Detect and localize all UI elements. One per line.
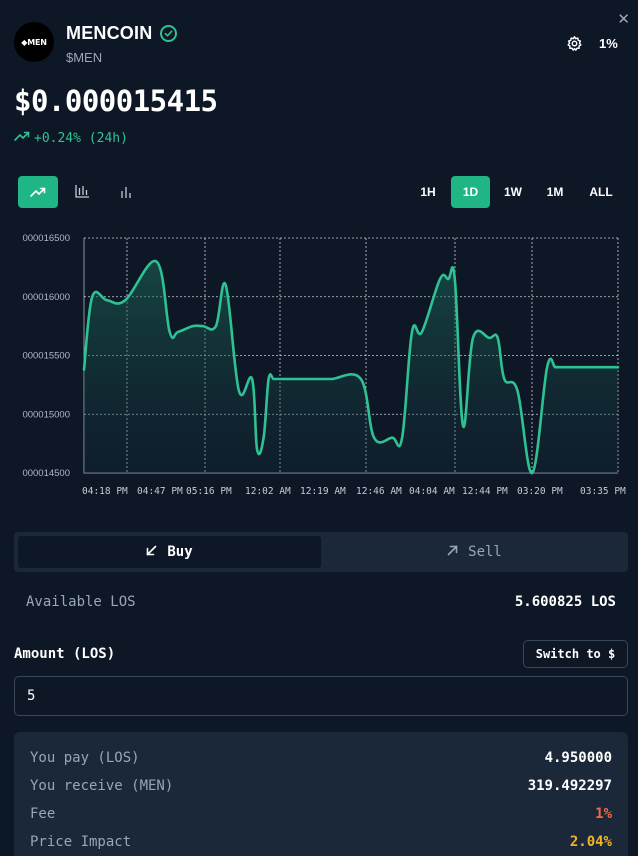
y-tick-label: 000016500 — [22, 233, 70, 244]
timeframe-all[interactable]: ALL — [589, 185, 613, 199]
x-tick-label: 04:04 AM — [409, 486, 455, 497]
coin-logo: ◆MEN — [14, 22, 54, 62]
you-receive-label: You receive (MEN) — [30, 778, 174, 794]
fee-row: Fee 1% — [30, 806, 612, 822]
bar-chart-icon — [120, 183, 132, 202]
x-tick-label: 03:20 PM — [517, 486, 563, 497]
y-tick-label: 000015000 — [22, 409, 70, 420]
arrow-down-left-icon — [146, 544, 157, 560]
x-tick-label: 04:47 PM — [137, 486, 183, 497]
you-pay-value: 4.950000 — [544, 750, 612, 766]
you-receive-row: You receive (MEN) 319.492297 — [30, 778, 612, 794]
you-pay-row: You pay (LOS) 4.950000 — [30, 750, 612, 766]
price-change-text: +0.24% (24h) — [34, 130, 128, 146]
timeframe-1m[interactable]: 1M — [546, 185, 564, 199]
amount-label: Amount (LOS) — [14, 646, 116, 662]
x-tick-label: 12:44 PM — [462, 486, 508, 497]
x-tick-label: 12:46 AM — [356, 486, 402, 497]
sell-label: Sell — [468, 544, 502, 560]
candlestick-chart-button[interactable] — [62, 176, 102, 208]
candlestick-chart-icon — [74, 183, 90, 202]
coin-ticker: $MEN — [66, 50, 103, 65]
price-impact-row: Price Impact 2.04% — [30, 834, 612, 850]
chart-line — [82, 259, 620, 475]
x-tick-label: 12:02 AM — [245, 486, 291, 497]
x-tick-label: 04:18 PM — [82, 486, 128, 497]
buy-tab[interactable]: Buy — [18, 536, 321, 568]
trending-up-icon — [30, 183, 46, 202]
trending-up-icon — [14, 130, 30, 146]
fee-label: Fee — [30, 806, 56, 822]
y-tick-label: 000014500 — [22, 468, 70, 479]
line-chart-button[interactable] — [18, 176, 58, 208]
price-impact-label: Price Impact — [30, 834, 132, 850]
amount-input[interactable] — [14, 676, 628, 716]
price-chart[interactable]: 000014500 000015000 000015500 000016000 0000… — [0, 228, 638, 500]
switch-currency-button[interactable]: Switch to $ — [523, 640, 628, 668]
fee-value: 1% — [595, 806, 612, 822]
available-balance-value: 5.600825 LOS — [514, 594, 616, 610]
price-impact-value: 2.04% — [569, 834, 612, 850]
x-tick-label: 05:16 PM — [186, 486, 232, 497]
y-tick-label: 000015500 — [22, 351, 70, 362]
token-price: $0.000015415 — [14, 84, 218, 118]
verified-check-icon — [160, 25, 177, 42]
bar-chart-button[interactable] — [106, 176, 146, 208]
coin-name: MENCOIN — [66, 23, 153, 43]
slippage-value[interactable]: 1% — [599, 36, 618, 51]
you-receive-value: 319.492297 — [527, 778, 612, 794]
timeframe-1h[interactable]: 1H — [420, 185, 436, 199]
x-tick-label: 03:35 PM — [580, 486, 626, 497]
sell-tab[interactable]: Sell — [325, 536, 624, 568]
timeframe-1w[interactable]: 1W — [504, 185, 522, 199]
available-balance-label: Available LOS — [26, 594, 136, 610]
chart-area — [84, 260, 618, 474]
timeframe-1d[interactable]: 1D — [451, 176, 490, 208]
close-icon[interactable]: ✕ — [617, 10, 630, 28]
price-change: +0.24% (24h) — [14, 130, 128, 146]
buy-label: Buy — [167, 544, 193, 560]
x-tick-label: 12:19 AM — [300, 486, 346, 497]
y-tick-label: 000016000 — [22, 292, 70, 303]
trade-summary — [14, 732, 628, 856]
gear-icon[interactable] — [566, 35, 583, 56]
arrow-up-right-icon — [447, 544, 458, 560]
you-pay-label: You pay (LOS) — [30, 750, 140, 766]
